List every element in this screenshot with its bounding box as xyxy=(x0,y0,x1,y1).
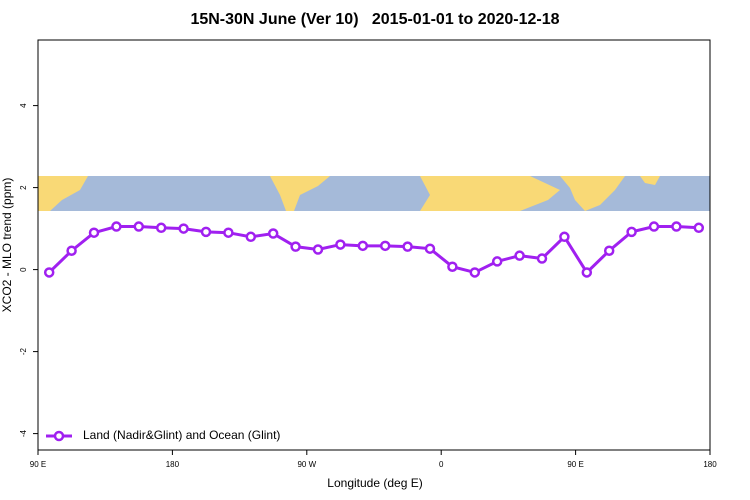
legend-label: Land (Nadir&Glint) and Ocean (Glint) xyxy=(83,428,280,442)
data-point xyxy=(447,261,458,272)
data-point xyxy=(693,222,705,234)
data-point xyxy=(469,267,481,278)
y-axis-label: XCO2 - MLO trend (ppm) xyxy=(0,178,14,313)
data-point xyxy=(66,245,77,256)
data-point xyxy=(648,221,660,232)
data-point xyxy=(43,267,55,278)
data-point xyxy=(155,222,167,234)
data-point xyxy=(671,221,682,232)
data-point xyxy=(536,253,548,264)
data-point xyxy=(424,243,436,254)
data-point xyxy=(402,241,413,252)
data-point xyxy=(312,244,324,255)
series-line xyxy=(48,225,699,275)
y-tick-label: -4 xyxy=(19,429,28,437)
x-tick-label: 180 xyxy=(703,460,717,469)
data-point xyxy=(111,221,122,232)
data-point xyxy=(223,227,234,238)
data-point xyxy=(357,240,369,252)
data-point xyxy=(603,245,615,256)
data-point xyxy=(514,250,525,261)
x-axis-label: Longitude (deg E) xyxy=(327,476,422,490)
data-point xyxy=(379,240,391,252)
plot-frame xyxy=(37,39,711,451)
y-tick-label: 0 xyxy=(19,267,28,272)
legend-marker xyxy=(53,430,65,442)
x-tick-label: 180 xyxy=(166,460,180,469)
x-tick-label: 90 W xyxy=(297,460,316,469)
x-tick-label: 90 E xyxy=(30,460,46,469)
y-tick-label: 2 xyxy=(19,185,28,190)
data-point xyxy=(88,227,100,238)
x-tick-label: 90 E xyxy=(567,460,583,469)
y-tick-label: -2 xyxy=(19,347,28,355)
data-point xyxy=(491,256,503,267)
data-point xyxy=(267,228,279,239)
data-point xyxy=(178,223,189,234)
data-point xyxy=(200,226,212,238)
map-band xyxy=(38,176,710,211)
data-point xyxy=(245,231,257,243)
data-point xyxy=(133,221,145,232)
y-tick-label: 4 xyxy=(19,103,28,108)
data-point xyxy=(581,267,593,278)
data-point xyxy=(559,231,570,243)
x-tick-label: 0 xyxy=(439,460,444,469)
data-point xyxy=(626,226,637,238)
data-point xyxy=(290,241,301,252)
chart-title: 15N-30N June (Ver 10) 2015-01-01 to 2020… xyxy=(190,11,559,28)
data-point xyxy=(335,239,346,250)
